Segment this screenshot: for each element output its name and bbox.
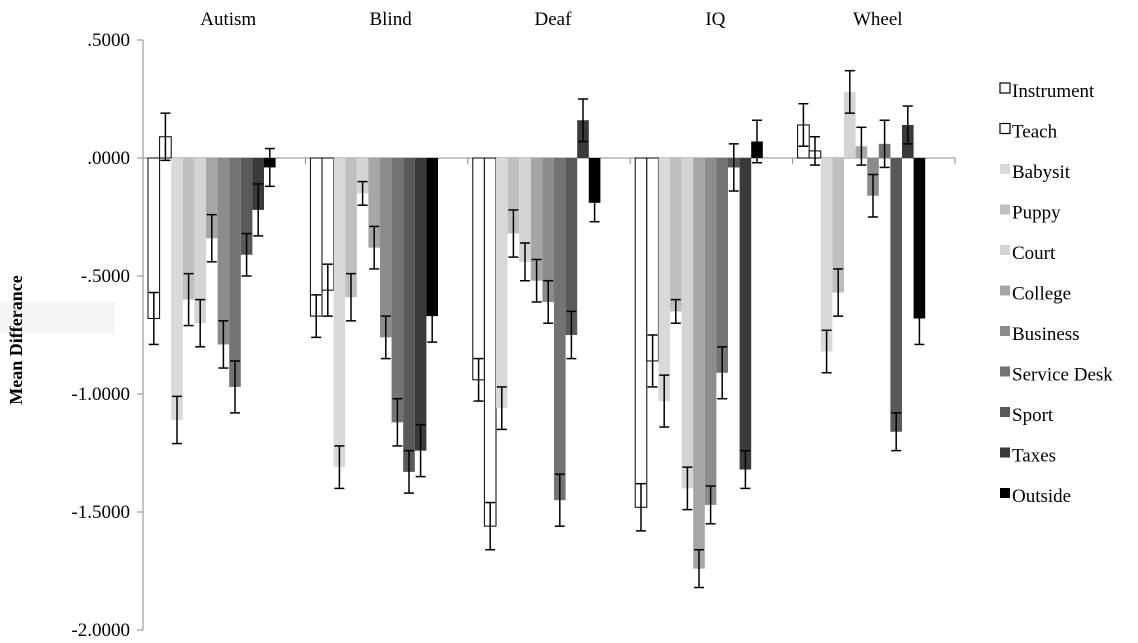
bar bbox=[634, 157, 648, 508]
category-label: Blind bbox=[369, 9, 412, 30]
bar bbox=[414, 158, 427, 451]
bar bbox=[832, 158, 844, 293]
bar bbox=[483, 157, 497, 527]
bar bbox=[820, 158, 833, 352]
legend-swatch bbox=[1000, 326, 1010, 336]
bar bbox=[844, 91, 856, 158]
bar bbox=[658, 158, 670, 402]
bar bbox=[333, 158, 346, 468]
bar bbox=[693, 158, 705, 569]
bar bbox=[554, 158, 566, 501]
legend-swatch bbox=[1000, 204, 1010, 215]
bar bbox=[309, 157, 323, 317]
legend-swatch bbox=[1000, 407, 1010, 417]
label-highlight bbox=[0, 301, 115, 334]
bar bbox=[646, 157, 659, 362]
legend-label: Court bbox=[1012, 243, 1056, 264]
bar bbox=[913, 158, 926, 319]
bar bbox=[565, 158, 578, 335]
legend-label: Babysit bbox=[1012, 162, 1071, 183]
y-tick-label: .0000 bbox=[87, 148, 130, 169]
bar bbox=[890, 158, 902, 432]
legend-label: Service Desk bbox=[1012, 365, 1113, 386]
bar bbox=[519, 158, 531, 262]
legend-swatch bbox=[1000, 447, 1010, 458]
bar bbox=[380, 158, 392, 338]
category-label: Deaf bbox=[535, 9, 573, 30]
bar bbox=[426, 158, 438, 317]
legend-label: Instrument bbox=[1012, 81, 1095, 102]
legend-label: Outside bbox=[1012, 486, 1071, 507]
y-tick-label: -2.0000 bbox=[71, 620, 130, 641]
legend-label: Puppy bbox=[1012, 203, 1061, 224]
bar bbox=[588, 158, 601, 203]
legend-swatch bbox=[1000, 488, 1010, 498]
bar bbox=[704, 158, 717, 505]
bar bbox=[403, 158, 415, 472]
y-tick-label: -1.0000 bbox=[71, 384, 130, 405]
legend-swatch bbox=[999, 122, 1011, 135]
legend-label: Teach bbox=[1012, 122, 1058, 143]
category-label: IQ bbox=[705, 9, 725, 30]
bar bbox=[542, 158, 554, 302]
legend-swatch bbox=[1000, 285, 1010, 296]
y-tick-label: .5000 bbox=[87, 30, 130, 51]
legend-swatch bbox=[1000, 245, 1010, 255]
bars bbox=[147, 69, 926, 589]
bar bbox=[206, 158, 218, 239]
bar bbox=[496, 158, 508, 409]
bar bbox=[194, 158, 206, 324]
axes: .5000 .0000 -.5000 -1.0000 -1.5000 -2.0000 Aut… bbox=[71, 9, 956, 641]
bar bbox=[716, 158, 728, 373]
bar bbox=[240, 158, 253, 255]
bar bbox=[670, 158, 682, 312]
legend-label: College bbox=[1012, 284, 1071, 305]
legend-label: Business bbox=[1012, 324, 1080, 345]
category-label: Wheel bbox=[853, 9, 903, 30]
legend-label: Sport bbox=[1012, 405, 1054, 426]
legend: Instrument Teach Babysit Puppy Court College B… bbox=[999, 81, 1113, 507]
legend-label: Taxes bbox=[1012, 446, 1056, 467]
bar bbox=[472, 157, 485, 381]
bar bbox=[229, 158, 241, 387]
y-axis-title: Mean Differance bbox=[6, 275, 26, 404]
bar bbox=[356, 158, 369, 194]
bar bbox=[217, 158, 230, 345]
y-tick-label: -1.5000 bbox=[71, 502, 130, 523]
bar bbox=[507, 158, 520, 234]
bar bbox=[681, 158, 694, 489]
bar bbox=[739, 158, 752, 470]
category-label: Autism bbox=[200, 9, 256, 30]
bar bbox=[391, 158, 404, 423]
bar bbox=[345, 158, 357, 298]
bar bbox=[182, 158, 195, 300]
legend-swatch bbox=[1000, 164, 1010, 174]
bar bbox=[171, 158, 183, 420]
bar bbox=[368, 158, 380, 248]
legend-swatch bbox=[999, 82, 1011, 94]
y-tick-label: -.5000 bbox=[81, 266, 130, 287]
legend-swatch bbox=[1000, 366, 1010, 377]
bar bbox=[530, 158, 543, 281]
